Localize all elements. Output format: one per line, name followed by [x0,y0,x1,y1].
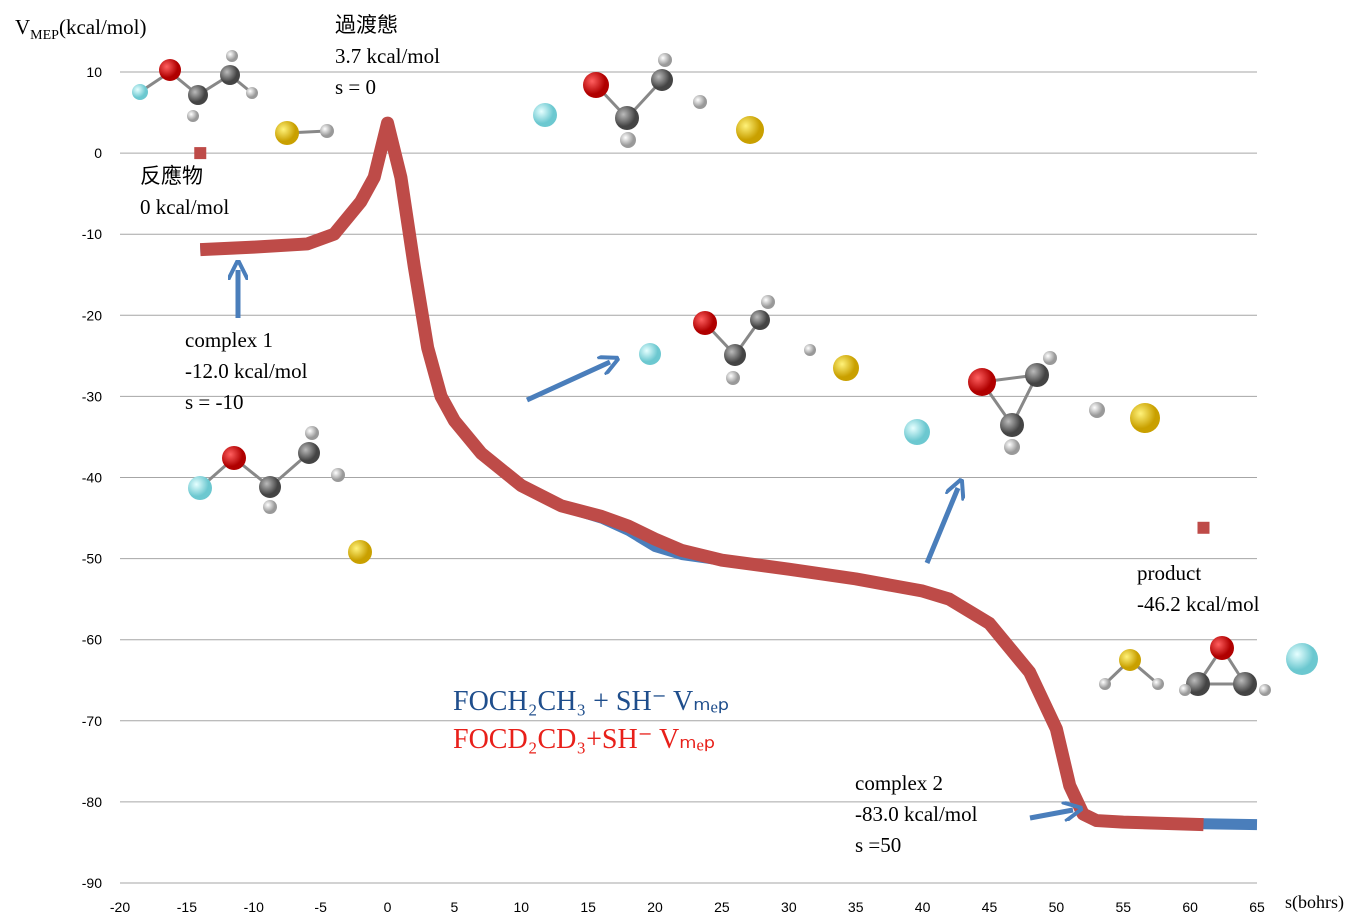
grid [120,72,1257,883]
legend-label: FOCH₂CH₃ + SH⁻ Vₘₑₚ [453,686,730,717]
annotation: product [1137,561,1201,585]
legend-label: FOCD₂CD₃+SH⁻ Vₘₑₚ [453,724,716,755]
x-tick-label: 60 [1182,899,1198,915]
x-tick-label: 45 [982,899,998,915]
y-tick-label: -30 [82,388,102,404]
y-tick-label: -40 [82,470,102,486]
y-label-sub: MEP [30,28,59,43]
x-tick-label: 0 [384,899,392,915]
annotation: -12.0 kcal/mol [185,359,308,383]
annotation: 3.7 kcal/mol [335,44,440,68]
x-tick-label: 10 [514,899,530,915]
annotation: 過渡態 [335,13,398,37]
annotation: 反應物 [140,164,203,188]
y-tick-label: 10 [86,64,102,80]
series-line [200,123,1257,825]
x-tick-label: -20 [110,899,130,915]
x-axis-label: s(bohrs) [1285,892,1344,913]
y-tick-label: -60 [82,632,102,648]
x-tick-label: 55 [1115,899,1131,915]
x-tick-label: 25 [714,899,730,915]
y-label-part: V [15,15,30,39]
annotation: 0 kcal/mol [140,195,229,219]
x-tick-label: -10 [244,899,264,915]
y-axis-label: VMEP(kcal/mol) [15,15,146,43]
x-tick-label: -5 [314,899,327,915]
y-tick-label: -70 [82,713,102,729]
x-tick-label: 5 [451,899,459,915]
annotation: complex 1 [185,328,273,352]
x-tick-label: 50 [1049,899,1065,915]
y-tick-label: -10 [82,226,102,242]
annotation: -46.2 kcal/mol [1137,592,1260,616]
annotation: -83.0 kcal/mol [855,802,978,826]
series-line [200,123,1203,825]
annotation: s = -10 [185,390,244,414]
point-marker [1197,522,1209,534]
x-tick-label: 20 [647,899,663,915]
annotation: s = 0 [335,75,376,99]
y-tick-label: -90 [82,875,102,891]
annotation: s =50 [855,833,901,857]
x-tick-label: 15 [580,899,596,915]
annotation: complex 2 [855,771,943,795]
point-marker [194,147,206,159]
x-tick-label: 40 [915,899,931,915]
plot [194,123,1257,825]
y-tick-label: -80 [82,794,102,810]
chart: VMEP(kcal/mol) s(bohrs) -90-80-70-60-50-… [0,0,1365,920]
y-tick-label: -50 [82,551,102,567]
y-label-part: (kcal/mol) [59,15,146,39]
y-tick-label: 0 [94,145,102,161]
labels: -90-80-70-60-50-40-30-20-10010-20-15-10-… [82,13,1265,915]
x-tick-label: 35 [848,899,864,915]
x-tick-label: -15 [177,899,197,915]
x-tick-label: 30 [781,899,797,915]
x-tick-label: 65 [1249,899,1265,915]
y-tick-label: -20 [82,307,102,323]
